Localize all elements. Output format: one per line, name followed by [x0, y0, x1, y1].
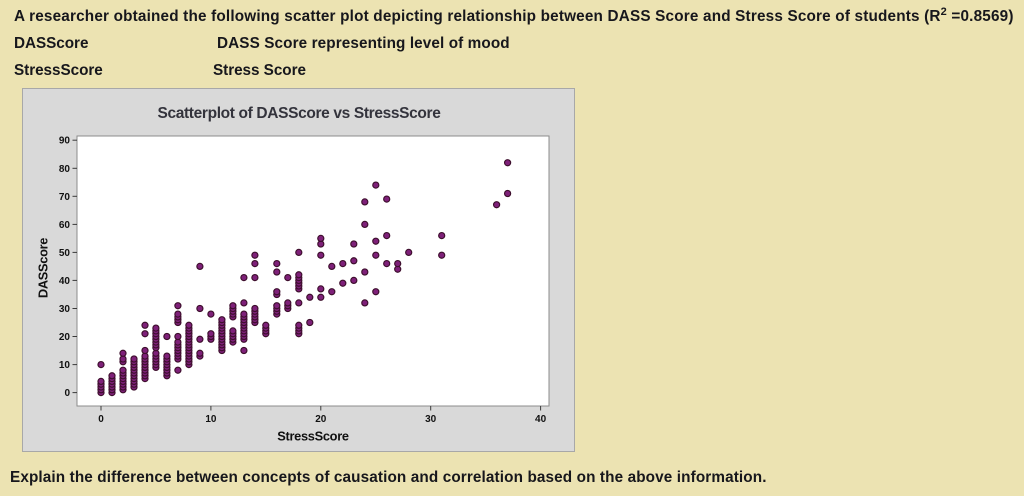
svg-text:50: 50 — [59, 248, 71, 259]
svg-text:40: 40 — [59, 276, 71, 287]
svg-text:Scatterplot of DASScore vs Str: Scatterplot of DASScore vs StressScore — [157, 105, 441, 122]
svg-text:20: 20 — [59, 332, 71, 343]
svg-text:70: 70 — [59, 192, 71, 203]
svg-text:40: 40 — [535, 414, 547, 425]
svg-text:90: 90 — [59, 136, 71, 147]
svg-text:10: 10 — [205, 414, 217, 425]
svg-text:0: 0 — [98, 414, 104, 425]
svg-text:10: 10 — [59, 360, 71, 371]
svg-text:60: 60 — [59, 220, 71, 231]
svg-text:80: 80 — [59, 164, 71, 175]
svg-text:0: 0 — [64, 388, 70, 399]
svg-text:DASScore: DASScore — [36, 238, 51, 298]
svg-text:20: 20 — [315, 414, 327, 425]
svg-text:30: 30 — [425, 414, 437, 425]
svg-text:StressScore: StressScore — [277, 429, 349, 444]
svg-text:30: 30 — [59, 304, 71, 315]
